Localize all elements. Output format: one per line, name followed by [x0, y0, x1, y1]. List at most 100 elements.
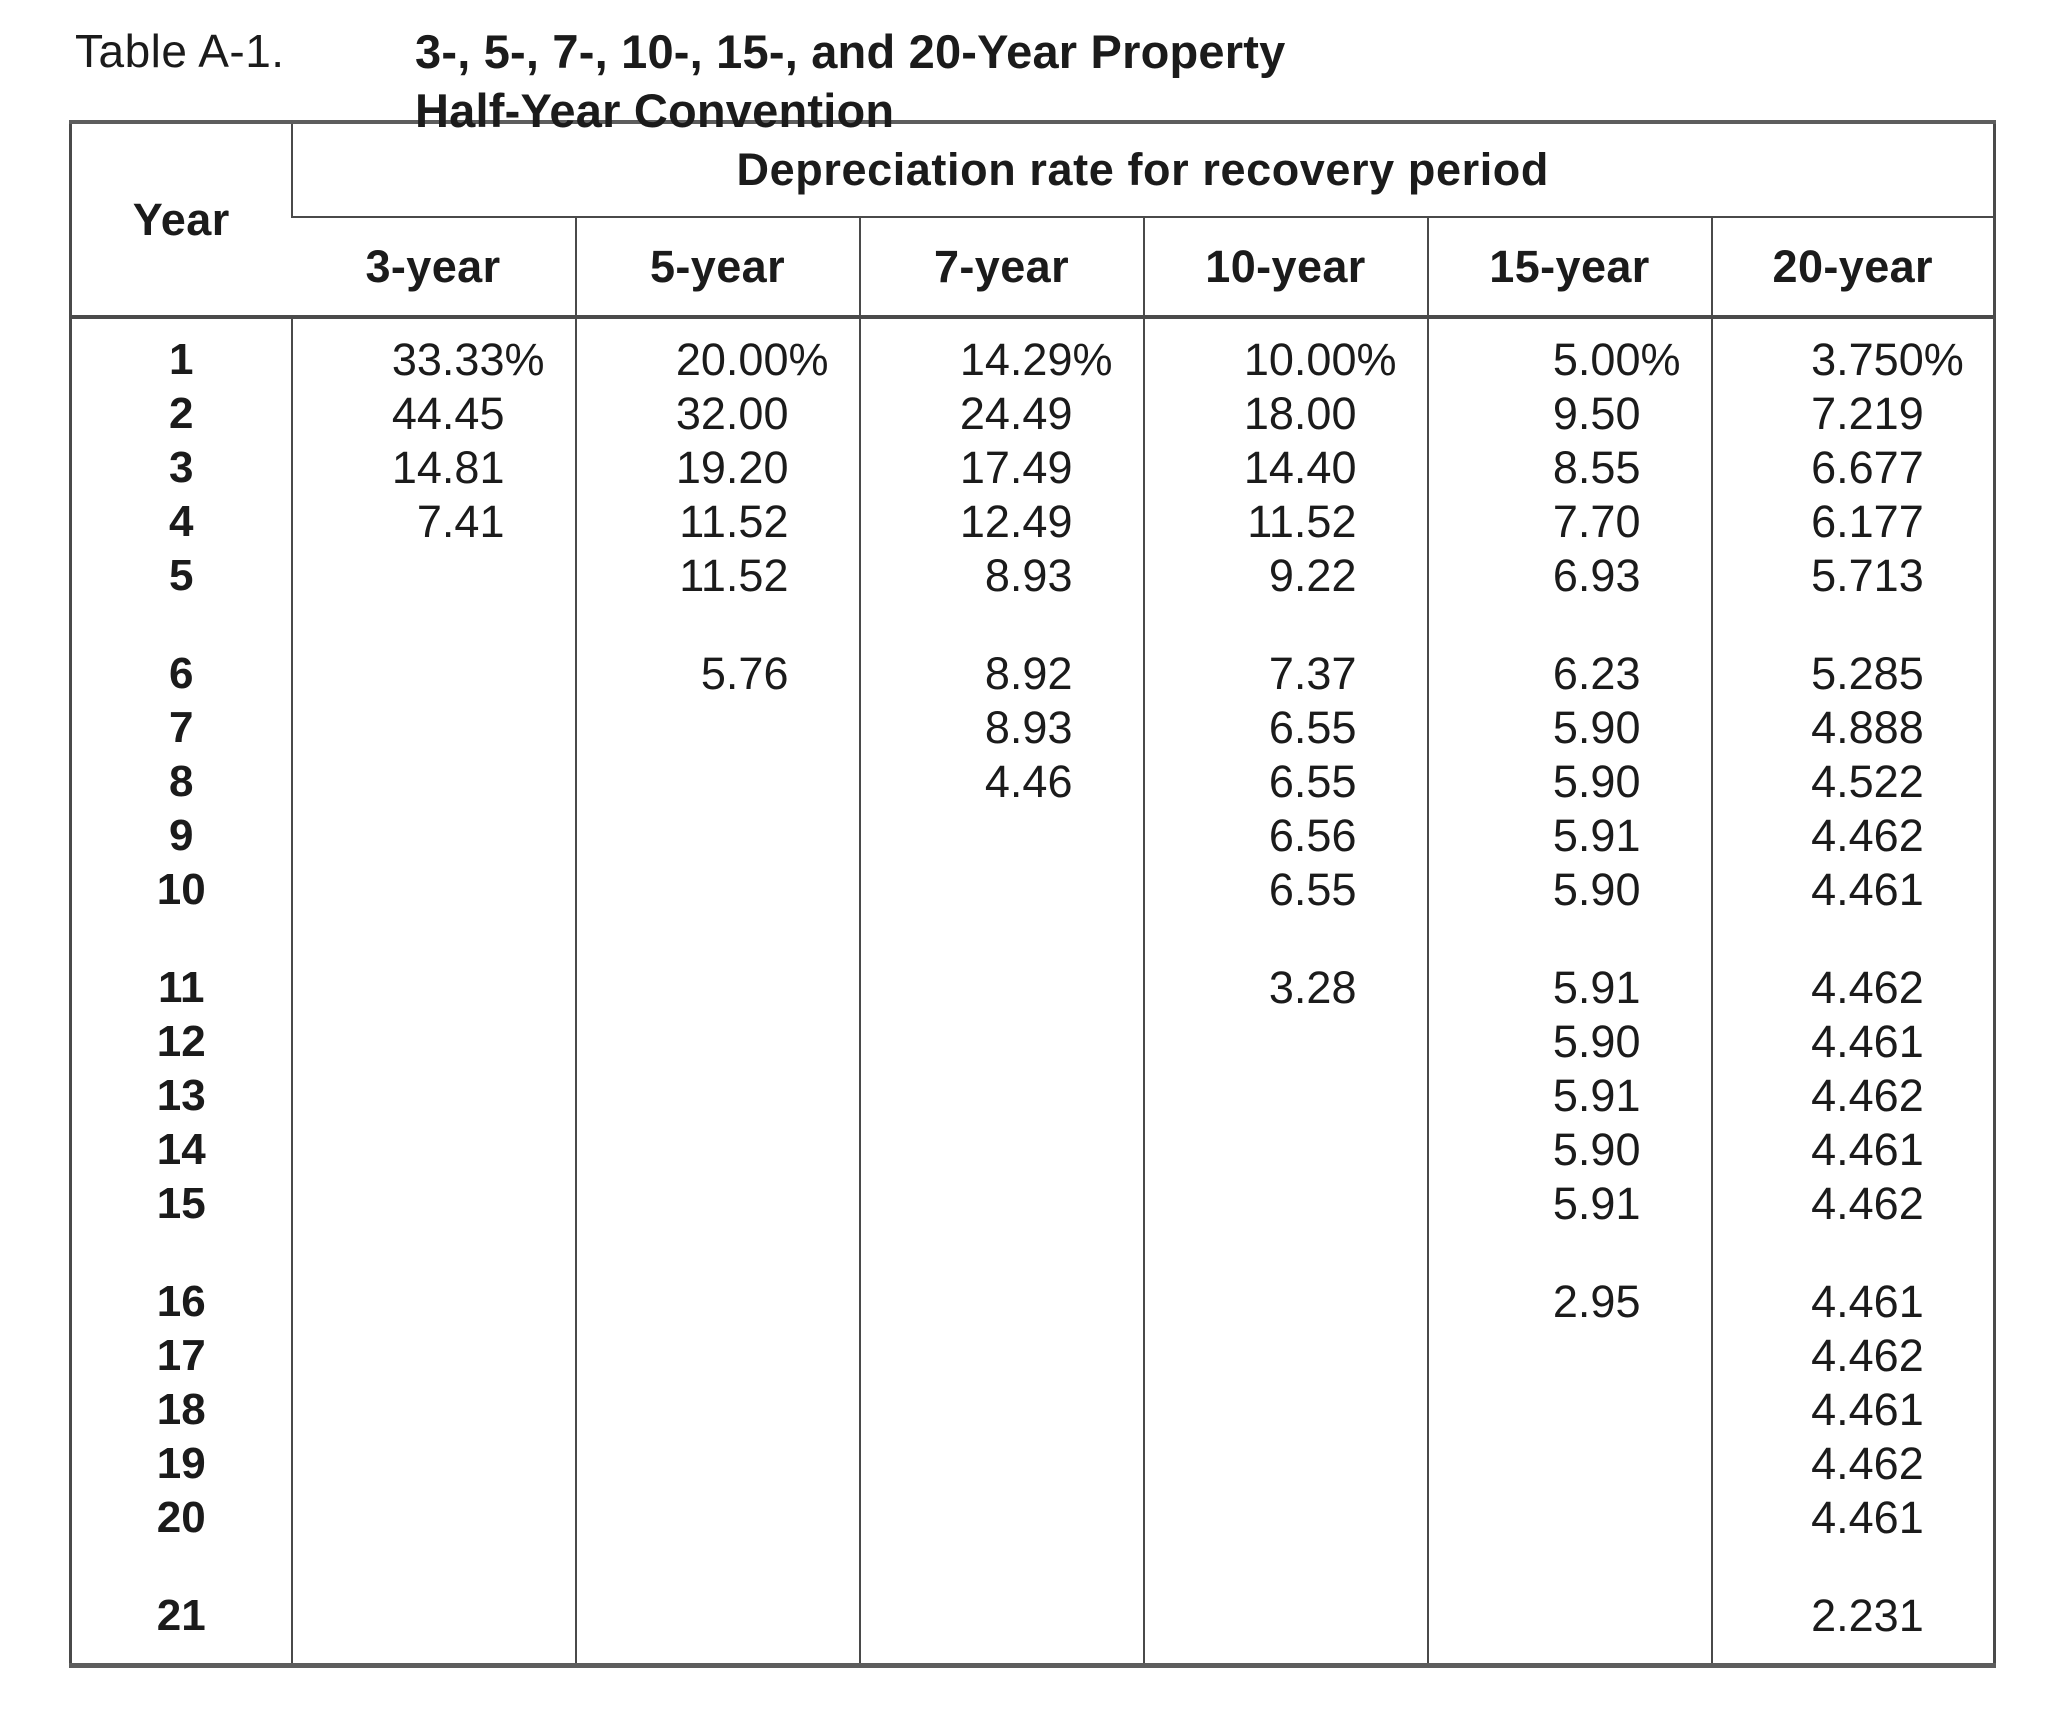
rate-cell-20-year: 7.219	[1710, 387, 1995, 441]
spacer-cell	[1142, 603, 1428, 647]
rate-cell-5-year: 19.20	[574, 441, 860, 495]
title-line1: 3-, 5-, 7-, 10-, 15-, and 20-Year Proper…	[415, 25, 1286, 78]
percent-sign: %	[1640, 334, 1681, 385]
year-cell: 4	[169, 497, 194, 546]
rate-value: 8.93	[984, 702, 1073, 753]
column-header-5-year: 5-year	[574, 217, 860, 319]
rate-cell-5-year	[574, 809, 860, 863]
rate-cell-20-year: 6.177	[1710, 495, 1995, 549]
rate-value: 6.677	[1811, 442, 1924, 493]
rate-value: 20.00	[675, 334, 789, 385]
column-header-15-year: 15-year	[1426, 217, 1712, 319]
rate-value: 14.40	[1243, 442, 1357, 493]
rate-cell-20-year: 5.285	[1710, 647, 1995, 701]
rate-cell-20-year: 4.462	[1710, 1177, 1995, 1231]
rate-cell-10-year	[1142, 1177, 1428, 1231]
rate-cell-20-year: 4.522	[1710, 755, 1995, 809]
rate-cell-20-year: 2.231	[1710, 1589, 1995, 1643]
rate-cell-3-year: 33.33%	[290, 333, 576, 387]
spacer-cell	[1426, 1231, 1712, 1275]
table-title: Table A-1. 3-, 5-, 7-, 10-, 15-, and 20-…	[0, 0, 2046, 137]
rate-cell-3-year	[290, 1275, 576, 1329]
rate-value: 7.219	[1811, 388, 1924, 439]
table-row-year-15: 15 5.91 4.462	[71, 1177, 1995, 1231]
rate-cell-10-year: 18.00	[1142, 387, 1428, 441]
rate-cell-7-year	[858, 1329, 1144, 1383]
rate-value: 5.90	[1552, 864, 1641, 915]
rate-cell-5-year: 20.00%	[574, 333, 860, 387]
rate-cell-10-year: 6.55	[1142, 863, 1428, 917]
spacer-cell	[1710, 917, 1995, 961]
rate-value: 7.70	[1552, 496, 1641, 547]
spacer-row	[71, 917, 1995, 961]
spacer-cell	[1710, 1545, 1995, 1589]
rate-cell-10-year: 6.56	[1142, 809, 1428, 863]
rate-cell-15-year: 5.91	[1426, 1069, 1712, 1123]
spacer-cell	[290, 917, 576, 961]
rate-cell-7-year: 4.46	[858, 755, 1144, 809]
rate-cell-3-year	[290, 1123, 576, 1177]
year-cell: 18	[156, 1385, 206, 1434]
rate-cell-5-year	[574, 961, 860, 1015]
table-row-year-3: 3 14.81 19.20 17.49 14.40 8.55 6.677	[71, 441, 1995, 495]
rate-cell-15-year	[1426, 1589, 1712, 1643]
rate-value: 8.92	[984, 648, 1073, 699]
rate-cell-10-year	[1142, 1275, 1428, 1329]
rate-value: 5.76	[700, 648, 789, 699]
rate-cell-5-year	[574, 755, 860, 809]
rate-cell-10-year	[1142, 1123, 1428, 1177]
rate-value: 11.52	[1247, 496, 1357, 547]
rate-cell-10-year: 14.40	[1142, 441, 1428, 495]
rate-cell-20-year: 6.677	[1710, 441, 1995, 495]
year-cell: 13	[156, 1071, 206, 1120]
rate-cell-7-year: 8.92	[858, 647, 1144, 701]
rate-cell-5-year	[574, 701, 860, 755]
rate-cell-10-year: 6.55	[1142, 755, 1428, 809]
rate-value: 5.91	[1552, 810, 1641, 861]
year-cell: 5	[169, 551, 194, 600]
rate-cell-15-year: 9.50	[1426, 387, 1712, 441]
rate-value: 5.91	[1552, 1178, 1641, 1229]
document-page: Table A-1. 3-, 5-, 7-, 10-, 15-, and 20-…	[0, 0, 2046, 1668]
rate-value: 6.23	[1552, 648, 1641, 699]
rate-value: 11.52	[679, 550, 789, 601]
spacer-cell	[290, 1545, 576, 1589]
rate-cell-7-year: 24.49	[858, 387, 1144, 441]
rate-value: 3.750	[1811, 334, 1924, 385]
rate-value: 12.49	[959, 496, 1073, 547]
rate-value: 17.49	[959, 442, 1073, 493]
rate-value: 33.33	[391, 334, 505, 385]
spacer-cell	[1710, 603, 1995, 647]
rate-cell-15-year: 5.00%	[1426, 333, 1712, 387]
rate-value: 6.93	[1552, 550, 1641, 601]
rate-cell-5-year	[574, 1015, 860, 1069]
rate-cell-7-year	[858, 809, 1144, 863]
rate-value: 6.55	[1268, 702, 1357, 753]
rate-cell-7-year	[858, 1491, 1144, 1545]
rate-cell-10-year	[1142, 1329, 1428, 1383]
rate-cell-5-year	[574, 1589, 860, 1643]
rate-cell-10-year	[1142, 1015, 1428, 1069]
rate-cell-7-year: 12.49	[858, 495, 1144, 549]
rate-cell-20-year: 3.750%	[1710, 333, 1995, 387]
depreciation-rate-table: Year Depreciation rate for recovery peri…	[69, 120, 1996, 1668]
spacer-cell	[858, 1643, 1144, 1665]
spacer-row	[71, 317, 1995, 333]
rate-cell-15-year	[1426, 1329, 1712, 1383]
rate-value: 4.46	[984, 756, 1073, 807]
rate-value: 44.45	[391, 388, 505, 439]
table-row-year-2: 2 44.45 32.00 24.49 18.00 9.50 7.219	[71, 387, 1995, 441]
year-cell: 14	[156, 1125, 206, 1174]
spacer-row	[71, 1545, 1995, 1589]
rate-cell-7-year	[858, 1069, 1144, 1123]
rate-value: 4.462	[1811, 810, 1924, 861]
table-row-year-6: 6 5.76 8.92 7.37 6.23 5.285	[71, 647, 1995, 701]
spacer-cell	[1426, 1643, 1712, 1665]
rate-value: 24.49	[959, 388, 1073, 439]
spacer-cell	[574, 1643, 860, 1665]
year-cell: 8	[169, 757, 194, 806]
rate-cell-15-year: 5.90	[1426, 863, 1712, 917]
rate-value: 14.29	[959, 334, 1073, 385]
year-cell: 10	[156, 865, 206, 914]
rate-cell-3-year: 14.81	[290, 441, 576, 495]
